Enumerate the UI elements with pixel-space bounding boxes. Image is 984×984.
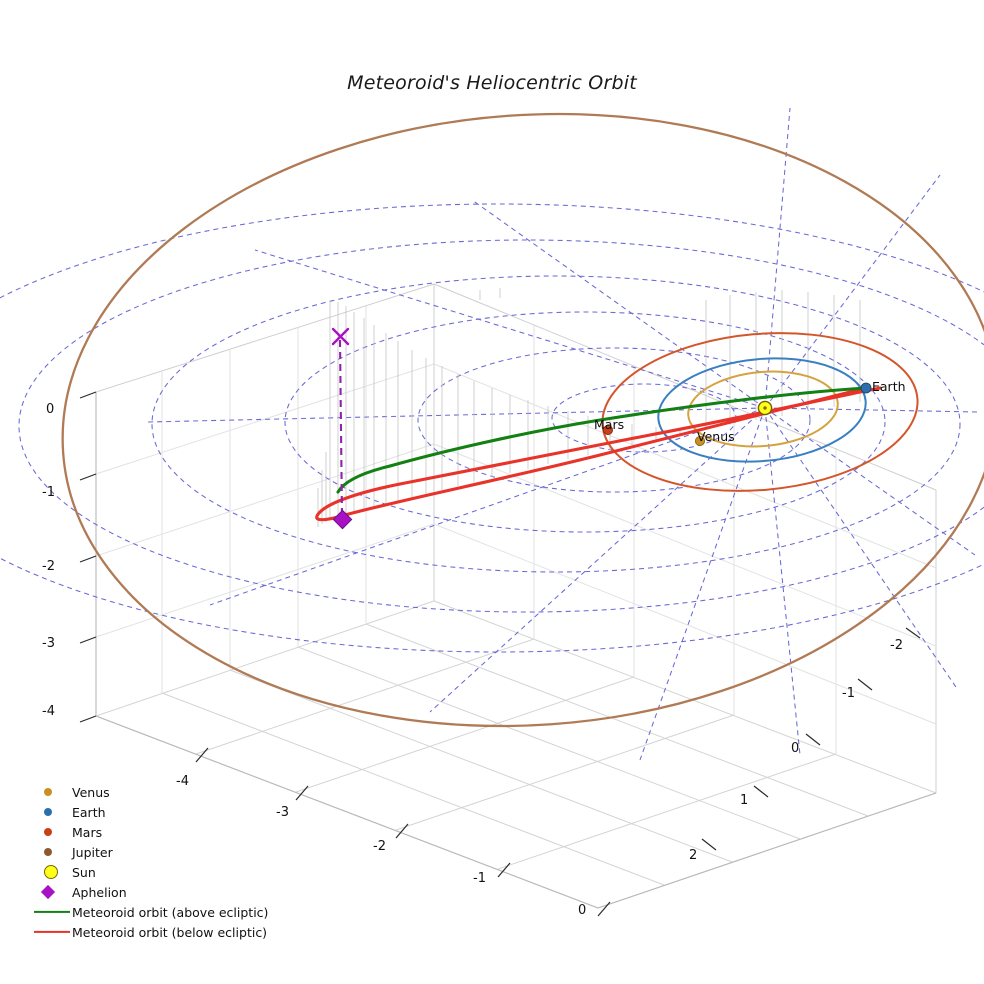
legend-label: Meteoroid orbit (above ecliptic) [72, 904, 269, 920]
legend-label: Sun [72, 864, 96, 880]
tick-label: -3 [276, 805, 289, 820]
aphelion-diamond-icon [30, 882, 72, 902]
red-line-icon [30, 922, 72, 942]
tick-label: -2 [42, 559, 55, 574]
meteoroid-orbit-above-ecliptic [388, 386, 868, 468]
tick-label: -1 [842, 686, 855, 701]
tick-label: 0 [791, 741, 800, 756]
legend-label: Venus [72, 784, 110, 800]
earth-marker [860, 382, 872, 394]
legend-item-venus: Venus [30, 782, 300, 802]
tick-label: 1 [740, 793, 749, 808]
mars-dot-icon [30, 822, 72, 842]
earth-orbit [657, 357, 867, 463]
mars-marker [603, 424, 614, 435]
legend-label: Jupiter [72, 844, 113, 860]
tick-label: 0 [46, 402, 55, 417]
tick-label: -2 [890, 638, 903, 653]
mars-orbit [601, 332, 919, 492]
legend-item-mars: Mars [30, 822, 300, 842]
legend-item-sun: Sun [30, 862, 300, 882]
legend-label: Aphelion [72, 884, 127, 900]
label-earth: Earth [872, 379, 906, 394]
legend-item-orbit-below: Meteoroid orbit (below ecliptic) [30, 922, 300, 942]
tick-label: -1 [473, 871, 486, 886]
tick-label: -1 [42, 485, 55, 500]
tick-label: 0 [578, 903, 587, 918]
axis-ticks [79, 391, 921, 917]
meteoroid-orbit-below-ecliptic-arc2 [398, 386, 882, 486]
legend-label: Meteoroid orbit (below ecliptic) [72, 924, 268, 940]
venus-orbit [687, 370, 839, 448]
legend-label: Earth [72, 804, 106, 820]
sun-dot-icon [30, 862, 72, 882]
venus-dot-icon [30, 782, 72, 802]
jupiter-dot-icon [30, 842, 72, 862]
aphelion-marker [332, 509, 353, 530]
tick-label: -4 [176, 774, 189, 789]
axis-spines [95, 392, 937, 909]
aphelion-drop-line [338, 339, 344, 520]
venus-marker [695, 435, 706, 446]
sun-core-dot [763, 406, 767, 410]
label-venus: Venus [697, 429, 735, 444]
aphelion-projection-x-icon [331, 327, 350, 346]
page-title: Meteoroid's Heliocentric Orbit [347, 72, 637, 94]
jupiter-orbit [61, 112, 984, 728]
legend-item-orbit-above: Meteoroid orbit (above ecliptic) [30, 902, 300, 922]
legend-item-jupiter: Jupiter [30, 842, 300, 862]
label-mars: Mars [594, 417, 625, 432]
green-line-icon [30, 902, 72, 922]
tick-label: -3 [42, 636, 55, 651]
meteoroid-orbit-below-ecliptic [315, 386, 868, 522]
tick-label: -4 [42, 704, 55, 719]
legend-item-earth: Earth [30, 802, 300, 822]
legend-item-aphelion: Aphelion [30, 882, 300, 902]
legend: Venus Earth Mars Jupiter Sun Aphelion Me… [30, 782, 300, 942]
earth-dot-icon [30, 802, 72, 822]
meteoroid-orbit-above-ecliptic-2 [336, 464, 392, 494]
legend-label: Mars [72, 824, 103, 840]
tick-label: 2 [689, 848, 698, 863]
tick-label: -2 [373, 839, 386, 854]
